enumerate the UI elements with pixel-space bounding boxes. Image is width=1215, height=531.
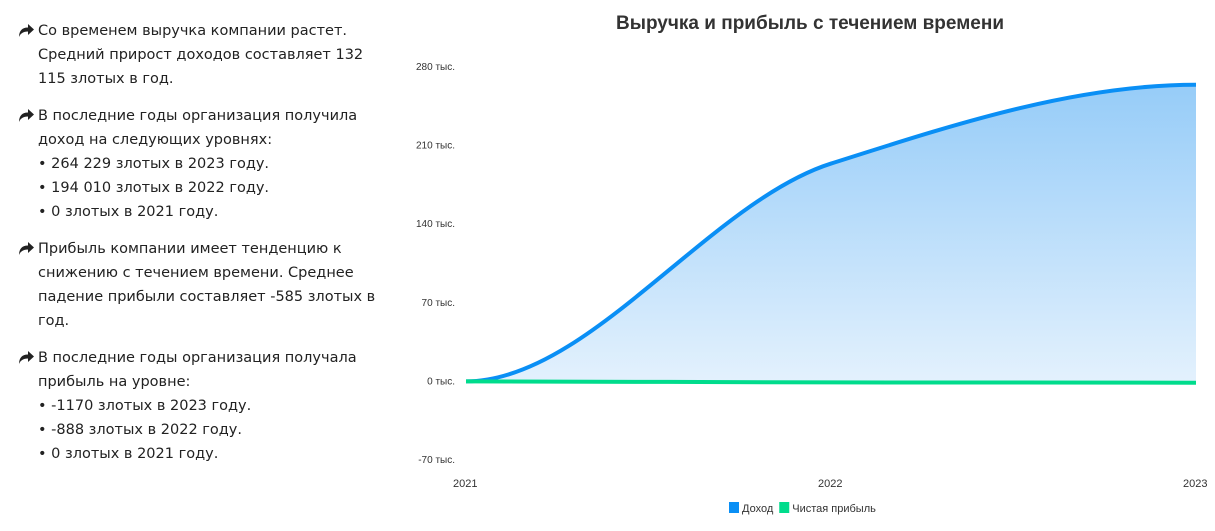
series-line-Чистая прибыль — [465, 379, 1197, 385]
insight-line: • -888 злотых в 2022 году. — [38, 422, 242, 438]
x-tick-label: 2022 — [818, 478, 842, 490]
share-arrow-icon — [19, 351, 34, 364]
y-tick-label: -70 тыс. — [418, 455, 455, 466]
share-arrow-icon — [19, 109, 34, 122]
legend-swatch — [729, 502, 739, 513]
x-tick-label: 2023 — [1183, 478, 1207, 490]
insight-line: • -1170 злотых в 2023 году. — [38, 398, 252, 414]
insight-line: 115 злотых в год. — [38, 71, 174, 87]
insight-line: падение прибыли составляет -585 злотых в — [38, 289, 376, 305]
legend-label[interactable]: Чистая прибыль — [792, 503, 876, 515]
chart-title: Выручка и прибыль с течением времени — [616, 13, 1004, 34]
legend-swatch — [779, 502, 790, 513]
insight-line: • 264 229 злотых в 2023 году. — [38, 156, 270, 172]
insight-line: снижению с течением времени. Среднее — [38, 265, 354, 281]
insight-line: • 194 010 злотых в 2022 году. — [38, 180, 270, 196]
insight-line: • 0 злотых в 2021 году. — [38, 446, 219, 462]
y-tick-label: 280 тыс. — [416, 62, 455, 73]
y-tick-label: 70 тыс. — [422, 298, 455, 309]
y-tick-label: 140 тыс. — [416, 219, 455, 230]
insight-block: В последние годы организация получила дох… — [18, 104, 368, 224]
insight-block: Прибыль компании имеет тенденцию к снижен… — [18, 237, 376, 333]
insight-line: Средний прирост доходов составляет 132 — [38, 47, 364, 63]
series-area-Доход — [466, 84, 1196, 382]
y-tick-label: 0 тыс. — [427, 376, 455, 387]
insight-block: В последние годы организация получала при… — [18, 346, 368, 466]
insight-line: Со временем выручка компании растет. — [38, 23, 348, 39]
legend-label[interactable]: Доход — [742, 503, 774, 515]
insight-line: год. — [38, 313, 70, 329]
share-arrow-icon — [19, 242, 34, 255]
insight-block: Со временем выручка компании растет. Сред… — [18, 19, 368, 91]
insight-line: В последние годы организация получала — [38, 350, 357, 366]
share-arrow-icon — [19, 24, 34, 37]
insights-panel: Со временем выручка компании растет. Сред… — [18, 19, 376, 479]
insight-line: В последние годы организация получила — [38, 108, 358, 124]
series-line-Доход — [465, 82, 1197, 384]
insight-line: • 0 злотых в 2021 году. — [38, 204, 219, 220]
y-tick-label: 210 тыс. — [416, 141, 455, 152]
insight-line: прибыль на уровне: — [38, 374, 191, 390]
insight-line: Прибыль компании имеет тенденцию к — [38, 241, 342, 257]
x-tick-label: 2021 — [453, 478, 477, 490]
insight-line: доход на следующих уровнях: — [38, 132, 273, 148]
